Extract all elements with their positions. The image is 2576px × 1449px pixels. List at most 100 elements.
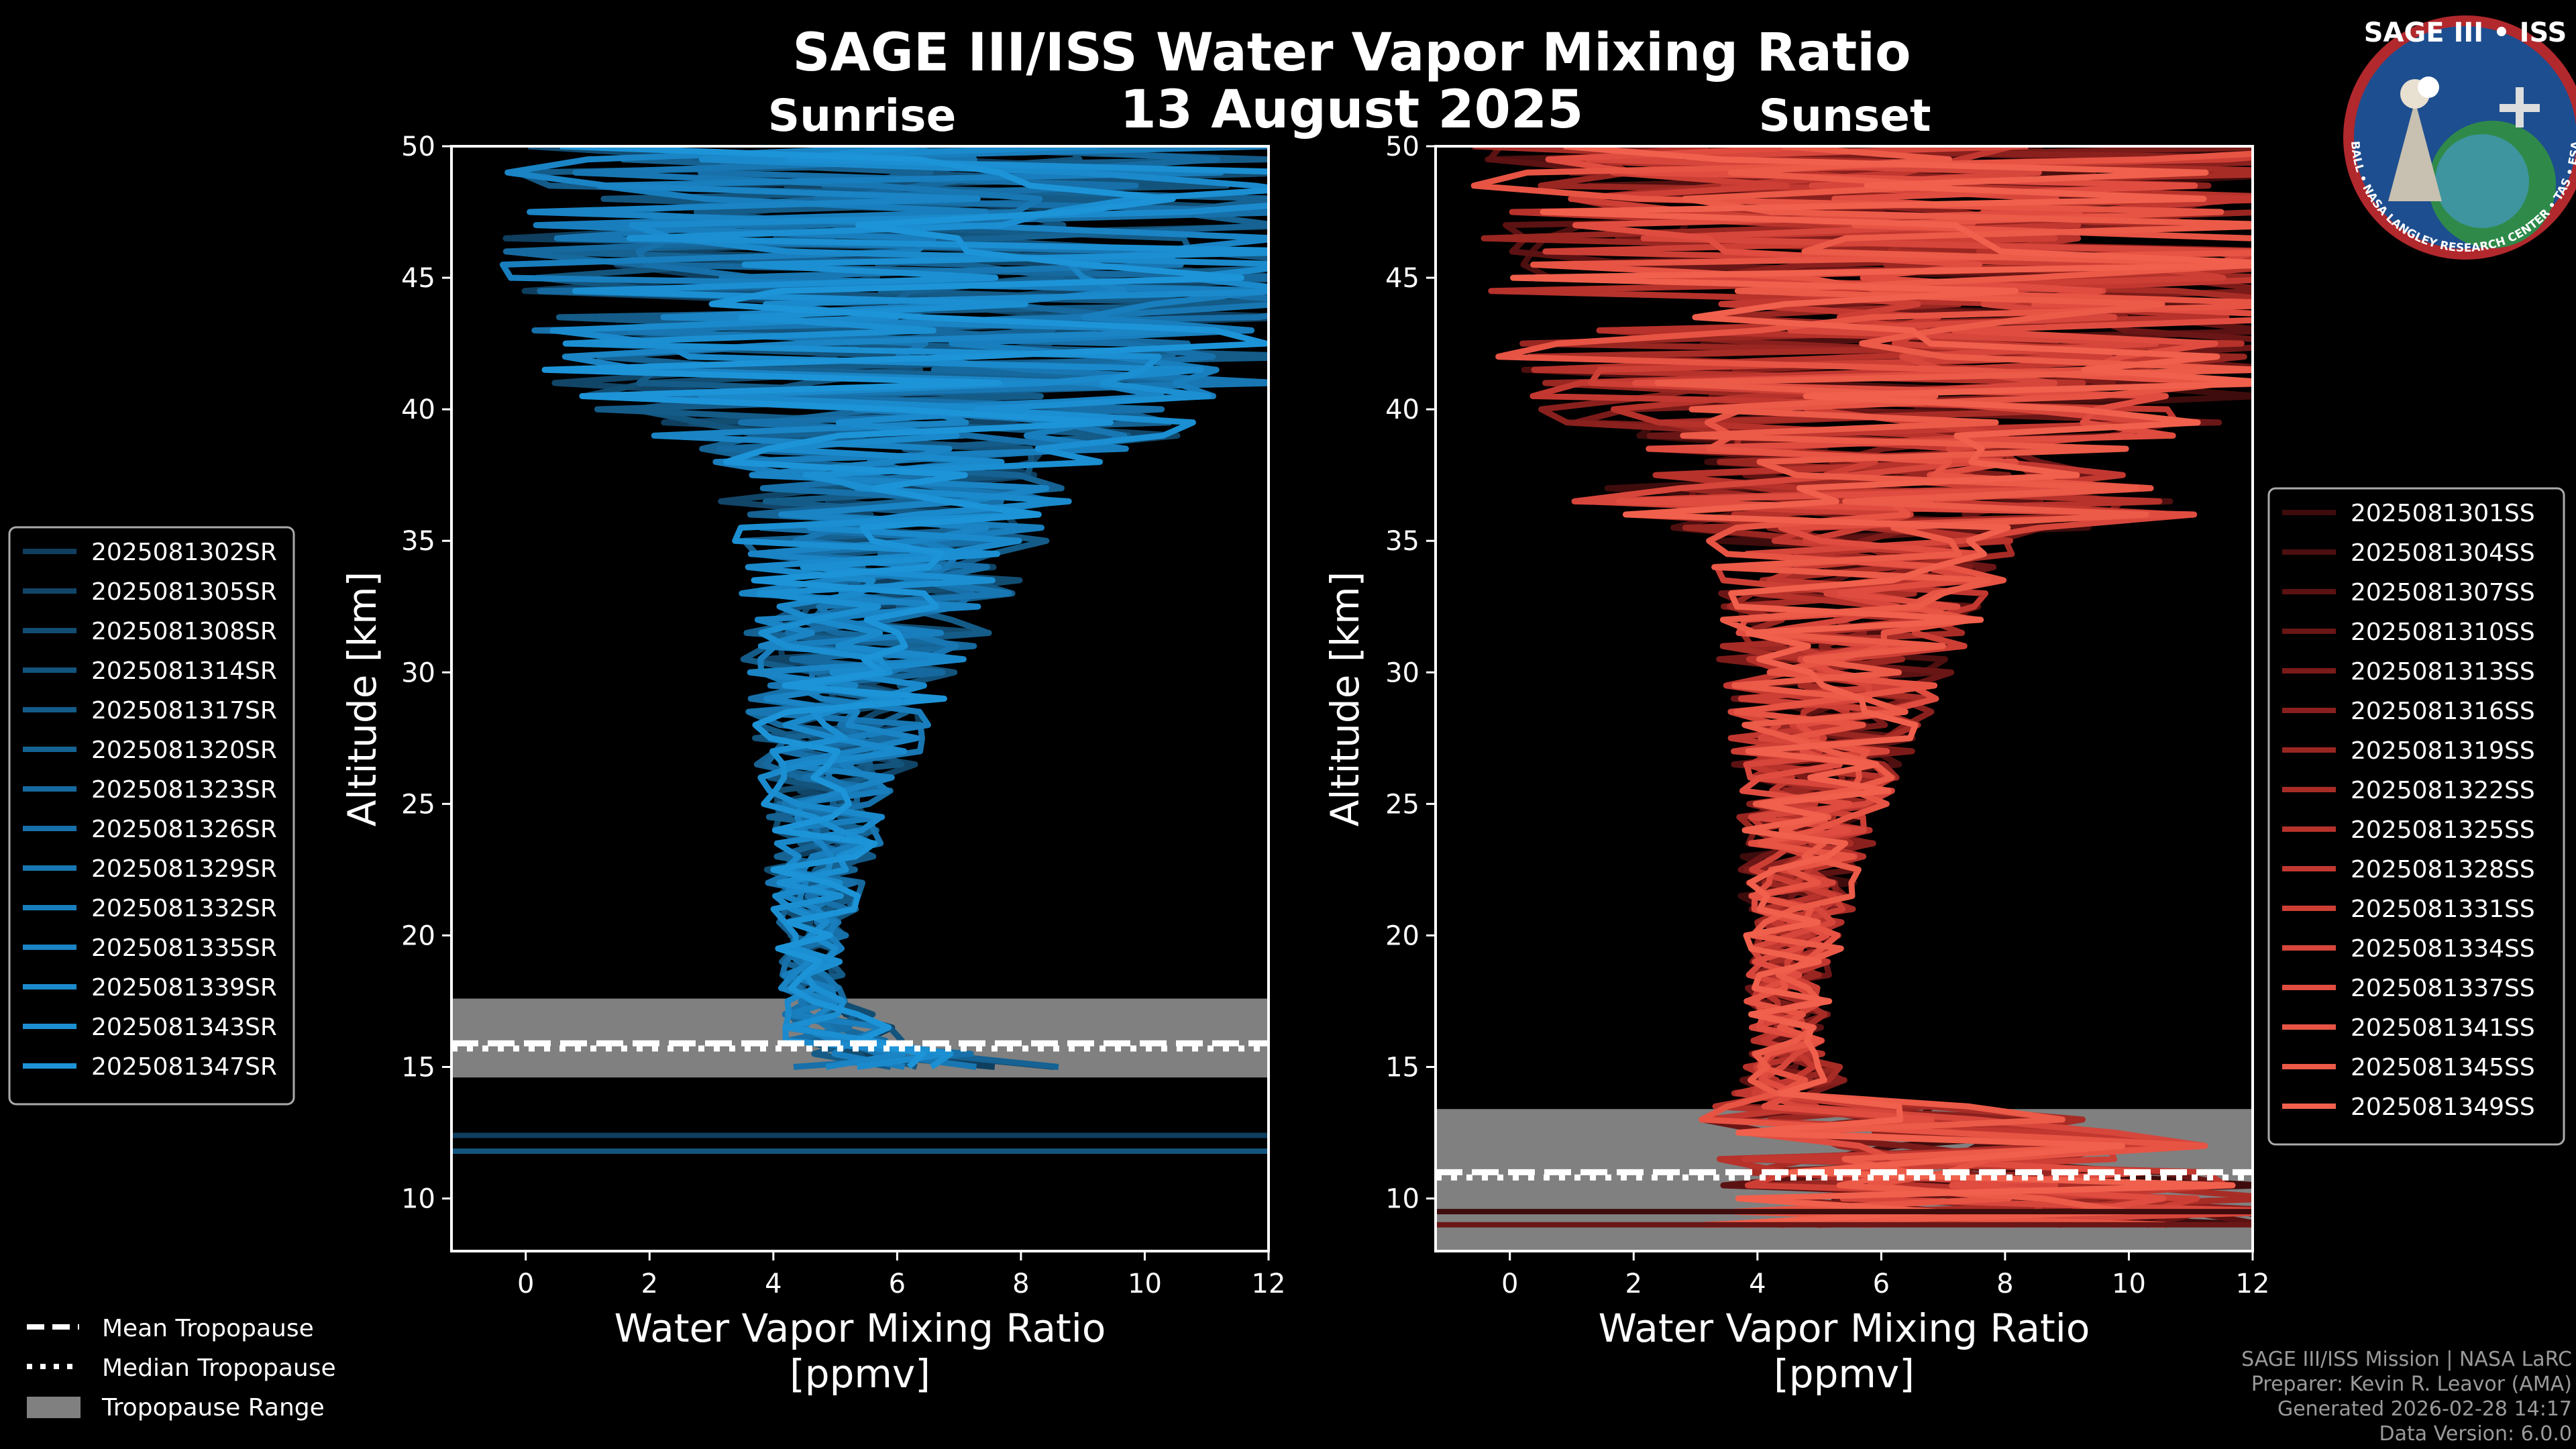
- sr-legend-label: 2025081323SR: [91, 776, 277, 804]
- sunset-legend: 2025081301SS 2025081304SS 2025081307SS 2025…: [2267, 487, 2565, 1146]
- sr-legend-label: 2025081343SR: [91, 1014, 277, 1041]
- ss-legend-label: 2025081328SS: [2351, 856, 2535, 883]
- ss-legend-label: 2025081313SS: [2351, 658, 2535, 686]
- ss-x-tick-label: 6: [1873, 1269, 1890, 1299]
- figure-date: 13 August 2025: [1120, 80, 1584, 140]
- sr-legend-label: 2025081335SR: [91, 934, 277, 962]
- sr-x-tick-label: 8: [1012, 1269, 1029, 1299]
- sunrise-axes-frame: [450, 145, 1270, 1252]
- mean-tropopause-legend-label: Mean Tropopause: [102, 1315, 314, 1342]
- credit-preparer: Preparer: Kevin R. Leavor (AMA): [2251, 1373, 2572, 1396]
- ss-legend-label: 2025081334SS: [2351, 935, 2535, 963]
- logo-earth-ocean: [2435, 134, 2529, 228]
- sr-y-tick-label: 30: [401, 657, 435, 688]
- ss-legend-label: 2025081341SS: [2351, 1014, 2535, 1042]
- sr-legend-label: 2025081317SR: [91, 697, 277, 724]
- sr-profile-2025081347SR: [541, 146, 1269, 1069]
- logo-moon: [2418, 76, 2439, 98]
- sr-x-tick-label: 12: [1252, 1269, 1286, 1299]
- credit-generated: Generated 2026-02-28 14:17: [2277, 1397, 2572, 1421]
- sunrise-profile-lines: [451, 146, 1269, 1154]
- tropopause-legend: Mean Tropopause Median Tropopause Tropop…: [27, 1315, 336, 1421]
- ss-y-tick-label: 30: [1385, 657, 1419, 688]
- ss-legend-label: 2025081331SS: [2351, 896, 2535, 923]
- sunrise-x-axis-unit: [ppmv]: [790, 1351, 930, 1397]
- sr-y-tick-label: 15: [401, 1053, 435, 1083]
- sunset-x-axis-label: Water Vapor Mixing Ratio: [1599, 1305, 2090, 1351]
- sr-legend-label: 2025081332SR: [91, 895, 277, 922]
- ss-y-tick-label: 40: [1385, 394, 1419, 425]
- ss-legend-label: 2025081301SS: [2351, 500, 2535, 527]
- sr-legend-label: 2025081320SR: [91, 737, 277, 764]
- sunset-y-ticks: 10 15 20 25 30 35 40 45 50: [1385, 131, 1436, 1215]
- sr-y-tick-label: 20: [401, 920, 435, 951]
- sr-y-tick-label: 35: [401, 526, 435, 557]
- sr-legend-label: 2025081326SR: [91, 816, 277, 843]
- figure-title: SAGE III/ISS Water Vapor Mixing Ratio: [792, 23, 1911, 83]
- sunset-x-axis-unit: [ppmv]: [1774, 1351, 1915, 1397]
- sr-legend-frame: [8, 526, 295, 1106]
- sunset-axes-frame: [1434, 145, 2254, 1252]
- ss-legend-label: 2025081345SS: [2351, 1054, 2535, 1081]
- sr-profile-2025081343SR: [562, 146, 1269, 1070]
- sr-x-tick-label: 6: [889, 1269, 906, 1299]
- sunrise-subtitle: Sunrise: [768, 90, 957, 142]
- ss-y-tick-label: 10: [1385, 1184, 1419, 1215]
- logo-figure: [2388, 101, 2442, 201]
- ss-y-tick-label: 20: [1385, 920, 1419, 951]
- sr-legend-label: 2025081314SR: [91, 657, 277, 685]
- ss-legend-label: 2025081337SS: [2351, 975, 2535, 1002]
- sunset-x-ticks: 0 2 4 6 8 10 12: [1501, 1251, 2269, 1299]
- ss-y-tick-label: 25: [1385, 789, 1419, 820]
- sunset-subtitle: Sunset: [1758, 90, 1931, 142]
- sr-y-tick-label: 40: [401, 394, 435, 425]
- ss-profile-2025081349SS: [1510, 146, 2253, 1228]
- ss-y-tick-label: 50: [1385, 131, 1419, 162]
- sunrise-legend: 2025081302SR 2025081305SR 2025081308SR 2025…: [8, 526, 295, 1106]
- credit-data-version: Data Version: 6.0.0: [2379, 1422, 2572, 1446]
- ss-x-tick-label: 12: [2236, 1269, 2270, 1299]
- tropopause-range-legend-label: Tropopause Range: [101, 1394, 325, 1421]
- sr-y-tick-label: 10: [401, 1184, 435, 1215]
- ss-y-tick-label: 15: [1385, 1053, 1419, 1083]
- ss-legend-label: 2025081325SS: [2351, 816, 2535, 844]
- ss-x-tick-label: 10: [2112, 1269, 2146, 1299]
- sr-legend-label: 2025081305SR: [91, 578, 277, 606]
- ss-legend-label: 2025081349SS: [2351, 1093, 2535, 1121]
- sr-legend-label: 2025081347SR: [91, 1053, 277, 1081]
- sr-y-tick-label: 25: [401, 789, 435, 820]
- ss-x-tick-label: 0: [1501, 1269, 1518, 1299]
- sr-x-tick-label: 0: [517, 1269, 534, 1299]
- sr-x-tick-label: 10: [1128, 1269, 1162, 1299]
- ss-y-tick-label: 45: [1385, 263, 1419, 294]
- sunrise-y-ticks: 10 15 20 25 30 35 40 45 50: [401, 131, 451, 1215]
- ss-x-tick-label: 8: [1996, 1269, 2013, 1299]
- sunset-profile-lines: [1436, 146, 2253, 1228]
- ss-legend-label: 2025081319SS: [2351, 737, 2535, 765]
- sunrise-x-ticks: 0 2 4 6 8 10 12: [517, 1251, 1285, 1299]
- sr-legend-label: 2025081308SR: [91, 618, 277, 645]
- sunrise-panel: 0 2 4 6 8 10 12 10 15 20 25 30 35 40 45 50 Water Vapor…: [339, 131, 1285, 1397]
- ss-x-tick-label: 4: [1749, 1269, 1766, 1299]
- sr-legend-label: 2025081339SR: [91, 974, 277, 1002]
- sunrise-x-axis-label: Water Vapor Mixing Ratio: [614, 1305, 1106, 1351]
- sunset-y-axis-label: Altitude [km]: [1322, 572, 1368, 826]
- ss-y-tick-label: 35: [1385, 526, 1419, 557]
- ss-profile-2025081345SS: [1654, 146, 2253, 1228]
- sr-x-tick-label: 4: [765, 1269, 782, 1299]
- ss-legend-label: 2025081307SS: [2351, 579, 2535, 606]
- ss-legend-label: 2025081304SS: [2351, 539, 2535, 567]
- sr-legend-label: 2025081329SR: [91, 855, 277, 883]
- ss-x-tick-label: 2: [1625, 1269, 1642, 1299]
- sunset-panel: 0 2 4 6 8 10 12 10 15 20 25 30 35 40 45 50 Water Vapor…: [1322, 131, 2269, 1397]
- ss-legend-frame: [2267, 487, 2565, 1146]
- tropopause-range-swatch: [27, 1397, 80, 1418]
- sage-iii-iss-logo: SAGE III • ISS BALL • NASA LANGLEY RESEA…: [2343, 15, 2576, 260]
- logo-title: SAGE III • ISS: [2364, 17, 2567, 48]
- ss-legend-label: 2025081310SS: [2351, 619, 2535, 646]
- sr-legend-label: 2025081302SR: [91, 539, 277, 566]
- ss-legend-label: 2025081316SS: [2351, 698, 2535, 725]
- ss-legend-label: 2025081322SS: [2351, 777, 2535, 804]
- sr-y-tick-label: 45: [401, 263, 435, 294]
